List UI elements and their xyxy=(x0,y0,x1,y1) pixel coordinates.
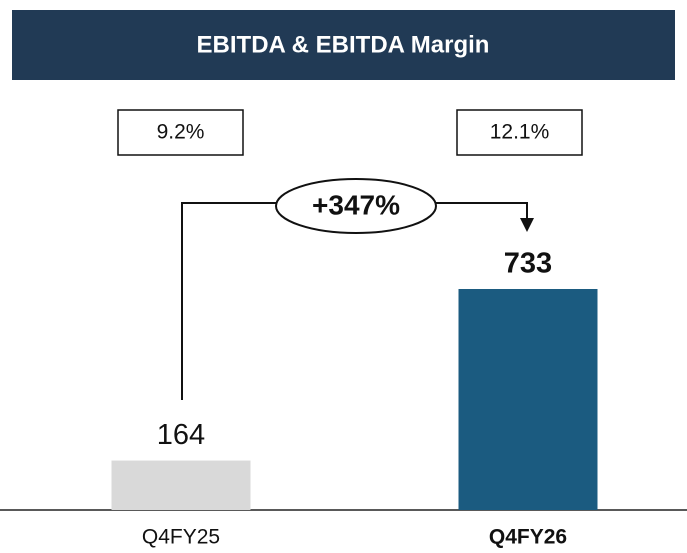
margin-box xyxy=(456,109,583,156)
x-tick-label: Q4FY26 xyxy=(489,526,567,549)
arrow-head xyxy=(520,218,534,232)
connector xyxy=(436,202,528,220)
bar xyxy=(111,460,251,510)
chart-title: EBITDA & EBITDA Margin xyxy=(197,31,490,58)
connector xyxy=(181,202,276,400)
margin-label: 12.1% xyxy=(490,121,550,144)
bar xyxy=(458,289,598,510)
growth-ellipse xyxy=(275,178,437,234)
x-tick-label: Q4FY25 xyxy=(142,526,220,549)
margin-box xyxy=(117,109,244,156)
margin-label: 9.2% xyxy=(157,121,205,144)
value-label: 733 xyxy=(504,248,552,280)
growth-label: +347% xyxy=(312,189,400,220)
value-label: 164 xyxy=(157,419,205,451)
title-bar xyxy=(12,10,675,80)
